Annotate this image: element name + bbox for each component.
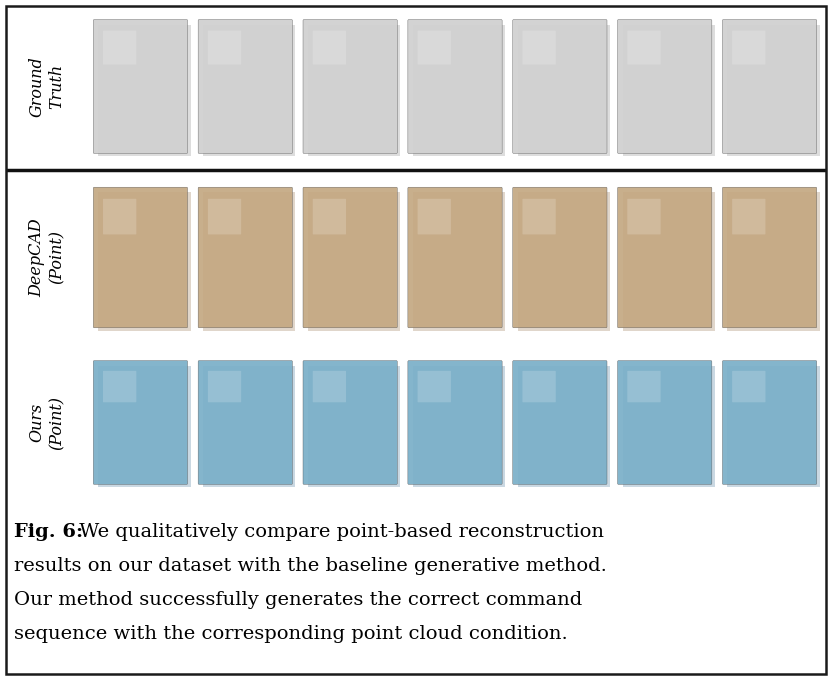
FancyBboxPatch shape bbox=[513, 360, 607, 484]
Text: Ours
(Point): Ours (Point) bbox=[28, 396, 65, 449]
FancyBboxPatch shape bbox=[418, 371, 451, 403]
FancyBboxPatch shape bbox=[627, 371, 661, 403]
FancyBboxPatch shape bbox=[103, 371, 136, 403]
Text: Our method successfully generates the correct command: Our method successfully generates the co… bbox=[14, 591, 582, 609]
FancyBboxPatch shape bbox=[103, 199, 136, 235]
FancyBboxPatch shape bbox=[722, 360, 817, 484]
Bar bbox=[518, 24, 610, 156]
FancyBboxPatch shape bbox=[303, 360, 398, 484]
Bar bbox=[308, 24, 400, 156]
FancyBboxPatch shape bbox=[93, 360, 187, 484]
Text: We qualitatively compare point-based reconstruction: We qualitatively compare point-based rec… bbox=[73, 523, 604, 541]
FancyBboxPatch shape bbox=[722, 20, 817, 154]
FancyBboxPatch shape bbox=[617, 360, 712, 484]
FancyBboxPatch shape bbox=[303, 20, 398, 154]
FancyBboxPatch shape bbox=[522, 371, 556, 403]
Bar bbox=[413, 366, 505, 488]
FancyBboxPatch shape bbox=[408, 360, 503, 484]
FancyBboxPatch shape bbox=[513, 20, 607, 154]
Text: results on our dataset with the baseline generative method.: results on our dataset with the baseline… bbox=[14, 557, 607, 575]
Bar bbox=[622, 366, 715, 488]
Text: sequence with the corresponding point cloud condition.: sequence with the corresponding point cl… bbox=[14, 625, 567, 643]
Bar bbox=[413, 192, 505, 330]
FancyBboxPatch shape bbox=[408, 20, 503, 154]
Bar bbox=[518, 366, 610, 488]
Text: Ground
Truth: Ground Truth bbox=[28, 56, 65, 117]
FancyBboxPatch shape bbox=[103, 31, 136, 65]
FancyBboxPatch shape bbox=[93, 20, 187, 154]
FancyBboxPatch shape bbox=[198, 20, 292, 154]
FancyBboxPatch shape bbox=[313, 31, 346, 65]
Bar bbox=[727, 366, 820, 488]
FancyBboxPatch shape bbox=[208, 199, 241, 235]
Bar bbox=[518, 192, 610, 330]
FancyBboxPatch shape bbox=[732, 371, 765, 403]
Bar bbox=[203, 192, 295, 330]
FancyBboxPatch shape bbox=[208, 31, 241, 65]
FancyBboxPatch shape bbox=[627, 199, 661, 235]
FancyBboxPatch shape bbox=[522, 31, 556, 65]
FancyBboxPatch shape bbox=[208, 371, 241, 403]
FancyBboxPatch shape bbox=[198, 187, 292, 328]
Text: DeepCAD
(Point): DeepCAD (Point) bbox=[28, 218, 65, 297]
FancyBboxPatch shape bbox=[722, 187, 817, 328]
FancyBboxPatch shape bbox=[198, 360, 292, 484]
FancyBboxPatch shape bbox=[627, 31, 661, 65]
FancyBboxPatch shape bbox=[732, 199, 765, 235]
FancyBboxPatch shape bbox=[418, 199, 451, 235]
Bar bbox=[727, 24, 820, 156]
Bar bbox=[98, 366, 191, 488]
Bar bbox=[98, 192, 191, 330]
FancyBboxPatch shape bbox=[303, 187, 398, 328]
Bar bbox=[413, 24, 505, 156]
FancyBboxPatch shape bbox=[617, 20, 712, 154]
Bar bbox=[98, 24, 191, 156]
Bar bbox=[203, 366, 295, 488]
FancyBboxPatch shape bbox=[732, 31, 765, 65]
FancyBboxPatch shape bbox=[408, 187, 503, 328]
Bar bbox=[203, 24, 295, 156]
Text: Fig. 6:: Fig. 6: bbox=[14, 523, 83, 541]
Bar bbox=[622, 192, 715, 330]
Bar bbox=[308, 192, 400, 330]
FancyBboxPatch shape bbox=[522, 199, 556, 235]
FancyBboxPatch shape bbox=[617, 187, 712, 328]
FancyBboxPatch shape bbox=[313, 371, 346, 403]
Bar bbox=[622, 24, 715, 156]
Bar bbox=[727, 192, 820, 330]
FancyBboxPatch shape bbox=[418, 31, 451, 65]
FancyBboxPatch shape bbox=[513, 187, 607, 328]
Bar bbox=[308, 366, 400, 488]
FancyBboxPatch shape bbox=[93, 187, 187, 328]
FancyBboxPatch shape bbox=[313, 199, 346, 235]
